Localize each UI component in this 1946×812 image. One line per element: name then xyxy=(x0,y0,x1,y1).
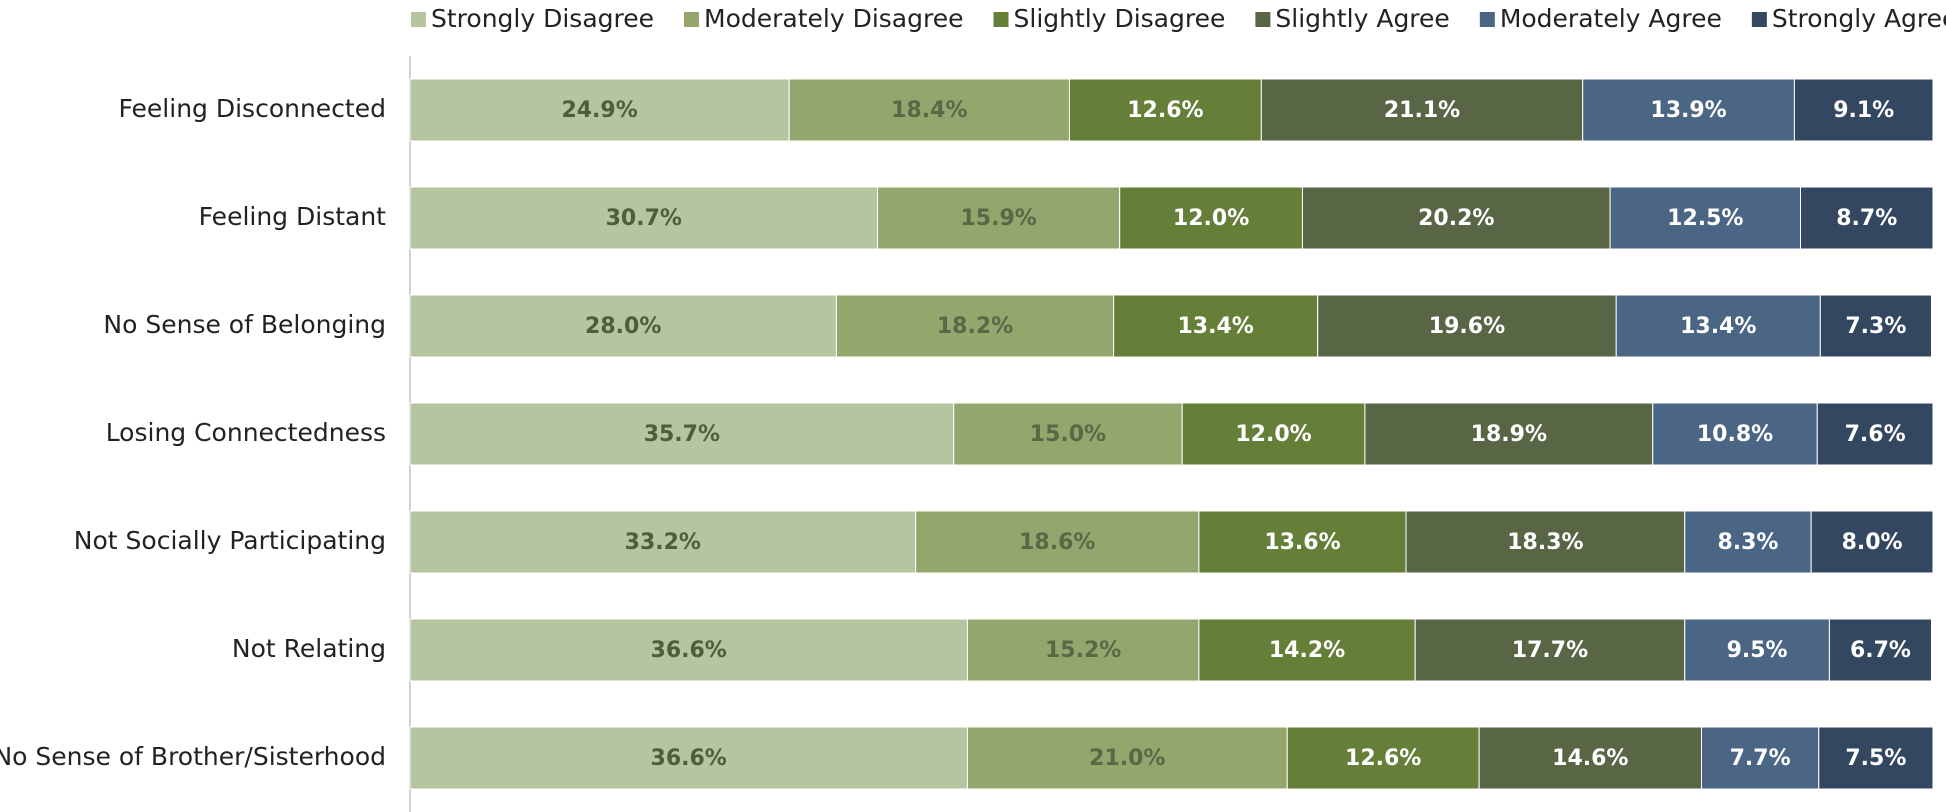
data-label: 14.2% xyxy=(1269,638,1345,663)
bar-segment xyxy=(1068,78,1262,142)
data-label: 15.2% xyxy=(1045,638,1121,663)
bar-segment xyxy=(1684,510,1812,574)
bar-segment xyxy=(1652,402,1818,466)
bar-segment xyxy=(1301,186,1611,250)
bar-segment xyxy=(409,78,790,142)
legend-label: Slightly Agree xyxy=(1275,4,1449,33)
data-label: 15.0% xyxy=(1030,422,1106,447)
legend-label: Strongly Disagree xyxy=(431,4,654,33)
data-label: 8.3% xyxy=(1717,530,1778,555)
bar-segment xyxy=(788,78,1070,142)
data-label: 8.7% xyxy=(1836,206,1897,231)
data-label: 12.6% xyxy=(1345,746,1421,771)
data-label: 18.3% xyxy=(1507,530,1583,555)
bar-segment xyxy=(1364,402,1654,466)
data-label: 13.9% xyxy=(1650,98,1726,123)
y-tick-label: Losing Connectedness xyxy=(106,418,386,447)
bar-segment xyxy=(915,510,1200,574)
bar-segment xyxy=(1478,726,1703,790)
data-label: 13.4% xyxy=(1178,314,1254,339)
data-label: 18.6% xyxy=(1019,530,1095,555)
data-label: 18.4% xyxy=(891,98,967,123)
legend-swatch xyxy=(993,12,1009,27)
bar-segment xyxy=(1799,186,1934,250)
data-label: 12.5% xyxy=(1667,206,1743,231)
data-label: 12.6% xyxy=(1127,98,1203,123)
bar-segment xyxy=(1198,618,1416,682)
data-label: 24.9% xyxy=(561,98,637,123)
legend-label: Moderately Disagree xyxy=(704,4,964,33)
y-tick-label: Feeling Distant xyxy=(199,202,387,231)
bar-segment xyxy=(1818,726,1934,790)
data-label: 20.2% xyxy=(1418,206,1494,231)
data-label: 9.1% xyxy=(1833,98,1894,123)
bar-segment xyxy=(409,294,837,358)
y-tick-label: Not Socially Participating xyxy=(74,526,386,555)
data-label: 10.8% xyxy=(1697,422,1773,447)
legend-label: Moderately Agree xyxy=(1500,4,1722,33)
bar-segment xyxy=(1119,186,1303,250)
bar-segment xyxy=(409,402,955,466)
y-tick-label: Feeling Disconnected xyxy=(119,94,386,123)
bar-segment xyxy=(1198,510,1407,574)
legend-swatch xyxy=(411,12,426,27)
bar-segment xyxy=(1819,294,1932,358)
data-label: 21.1% xyxy=(1384,98,1460,123)
data-label: 7.6% xyxy=(1845,422,1906,447)
bar-segment xyxy=(1609,186,1801,250)
bar-segment xyxy=(1414,618,1686,682)
legend-label: Slightly Disagree xyxy=(1014,4,1226,33)
data-label: 36.6% xyxy=(651,638,727,663)
bar-segment xyxy=(1113,294,1319,358)
bar-segment xyxy=(953,402,1183,466)
y-tick-label: No Sense of Belonging xyxy=(103,310,386,339)
bar-segment xyxy=(1405,510,1686,574)
data-label: 21.0% xyxy=(1089,746,1165,771)
data-label: 18.2% xyxy=(937,314,1013,339)
bar-segment xyxy=(966,726,1288,790)
bar-segment xyxy=(409,726,968,790)
bar-segment xyxy=(409,618,968,682)
legend-swatch xyxy=(1751,12,1767,27)
data-label: 36.6% xyxy=(651,746,727,771)
bar-segment xyxy=(966,618,1200,682)
data-label: 18.9% xyxy=(1471,422,1547,447)
data-label: 35.7% xyxy=(644,422,720,447)
bar-segment xyxy=(409,510,917,574)
data-label: 8.0% xyxy=(1842,530,1903,555)
legend-label: Strongly Agree xyxy=(1772,4,1946,33)
data-label: 12.0% xyxy=(1173,206,1249,231)
bar-segment xyxy=(1810,510,1934,574)
y-tick-label: Not Relating xyxy=(232,634,386,663)
data-label: 30.7% xyxy=(606,206,682,231)
data-label: 28.0% xyxy=(585,314,661,339)
bar-segment xyxy=(1828,618,1932,682)
data-label: 15.9% xyxy=(960,206,1036,231)
data-label: 7.5% xyxy=(1845,746,1906,771)
data-label: 9.5% xyxy=(1727,638,1788,663)
bar-segment xyxy=(1181,402,1366,466)
legend-swatch xyxy=(1479,12,1495,27)
bar-segment xyxy=(1317,294,1617,358)
bar-segment xyxy=(1684,618,1830,682)
bar-segment xyxy=(877,186,1121,250)
data-label: 33.2% xyxy=(625,530,701,555)
data-label: 13.4% xyxy=(1680,314,1756,339)
bar-segment xyxy=(1816,402,1934,466)
data-label: 13.6% xyxy=(1264,530,1340,555)
legend-swatch xyxy=(684,12,699,27)
data-label: 17.7% xyxy=(1512,638,1588,663)
data-label: 7.7% xyxy=(1730,746,1791,771)
bar-segment xyxy=(1793,78,1934,142)
data-label: 6.7% xyxy=(1850,638,1911,663)
legend-swatch xyxy=(1255,12,1271,27)
bar-segment xyxy=(835,294,1115,358)
data-label: 19.6% xyxy=(1429,314,1505,339)
data-label: 14.6% xyxy=(1552,746,1628,771)
y-tick-label: No Sense of Brother/Sisterhood xyxy=(0,742,386,771)
data-label: 7.3% xyxy=(1845,314,1906,339)
data-label: 12.0% xyxy=(1235,422,1311,447)
bar-segment xyxy=(1615,294,1821,358)
